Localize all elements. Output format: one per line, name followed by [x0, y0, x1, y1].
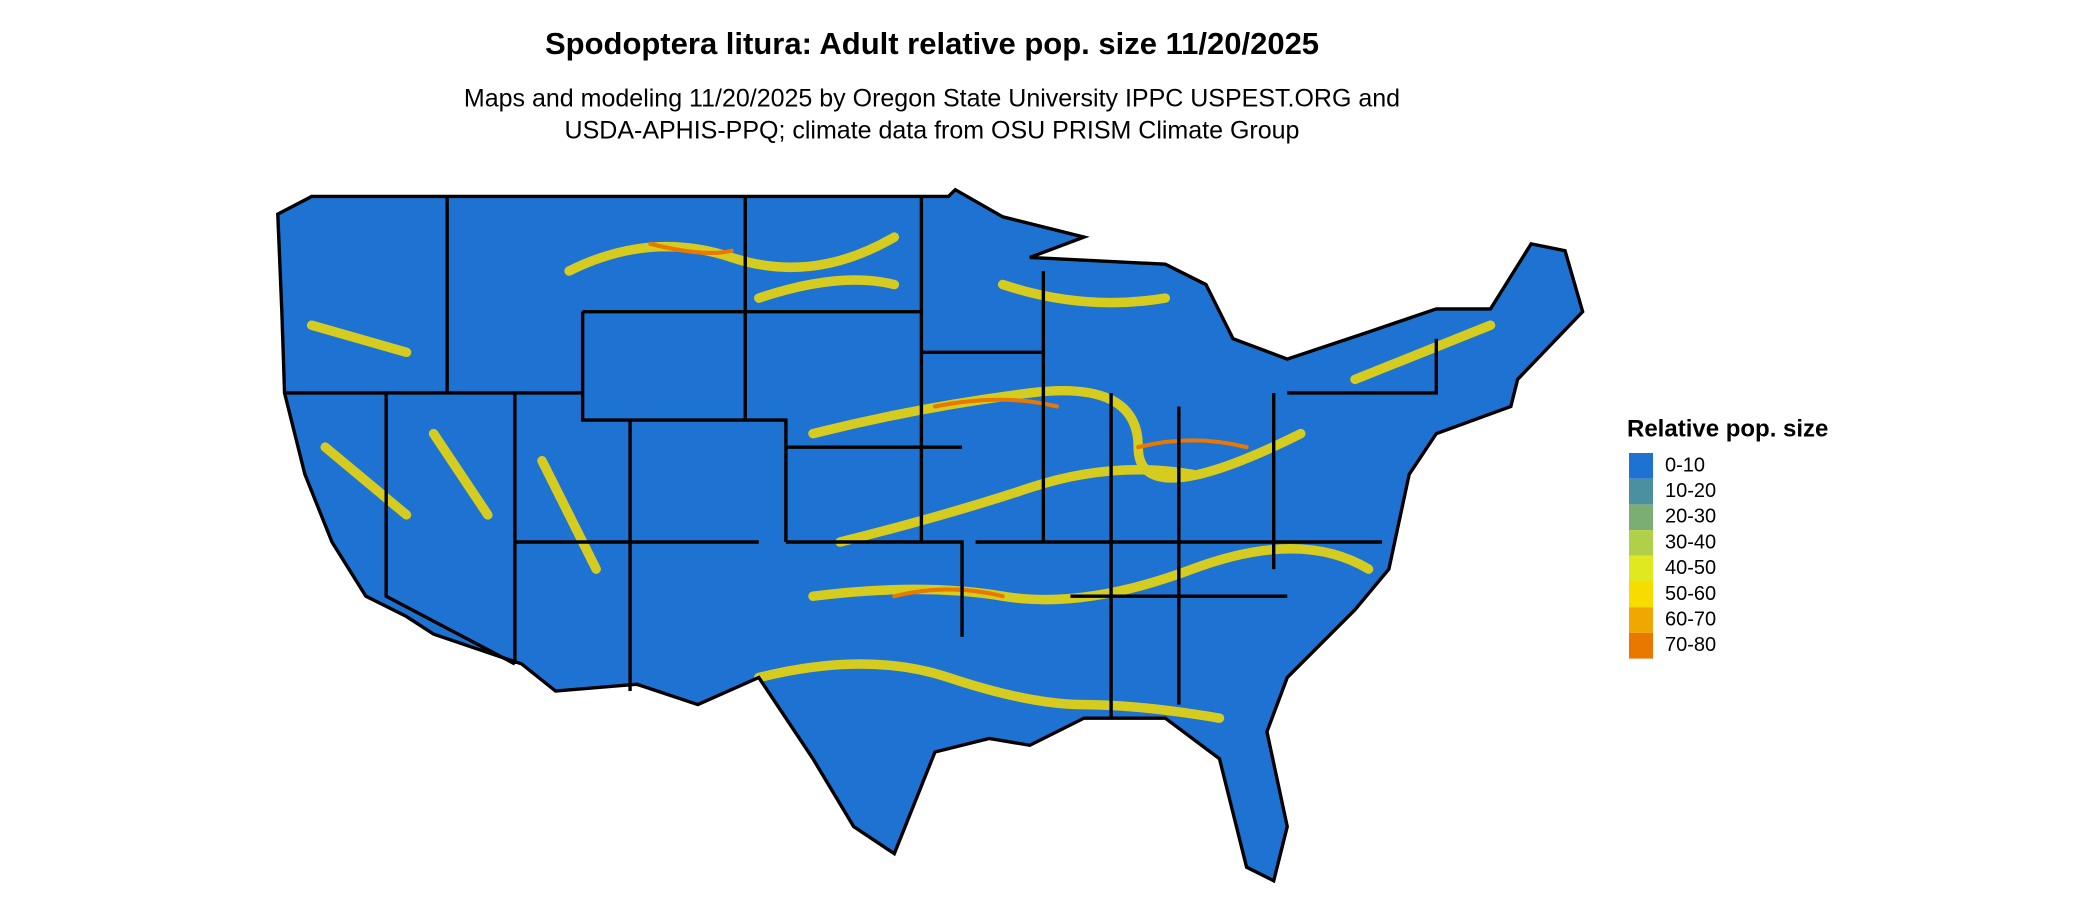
- legend-label: 60-70: [1665, 608, 1716, 630]
- state-borders: [276, 188, 1585, 883]
- land: [277, 189, 1583, 881]
- legend-label: 70-80: [1665, 634, 1716, 656]
- legend-label: 10-20: [1665, 480, 1716, 502]
- legend-swatch: [1629, 607, 1653, 633]
- subtitle: USDA-APHIS-PPQ; climate data from OSU PR…: [565, 117, 1300, 145]
- legend-swatch: [1629, 478, 1653, 505]
- legend-label: 20-30: [1665, 506, 1716, 528]
- legend-label: 50-60: [1665, 583, 1716, 605]
- title: Spodoptera litura: Adult relative pop. s…: [545, 26, 1319, 61]
- legend-label: 0-10: [1665, 454, 1705, 476]
- legend-swatch: [1629, 555, 1653, 582]
- legend-swatch: [1629, 530, 1653, 556]
- map: [276, 188, 1585, 883]
- legend-swatch: [1629, 453, 1653, 479]
- legend-swatch: [1629, 504, 1653, 531]
- legend-title: Relative pop. size: [1627, 415, 1828, 442]
- legend-label: 30-40: [1665, 531, 1716, 553]
- subtitle: Maps and modeling 11/20/2025 by Oregon S…: [464, 85, 1400, 113]
- legend: 0-10 10-20 20-30 30-40 40-50 50-60 60-70 70-80: [1629, 453, 1716, 659]
- legend-swatch: [1629, 632, 1653, 659]
- legend-swatch: [1629, 581, 1653, 608]
- legend-label: 40-50: [1665, 557, 1716, 579]
